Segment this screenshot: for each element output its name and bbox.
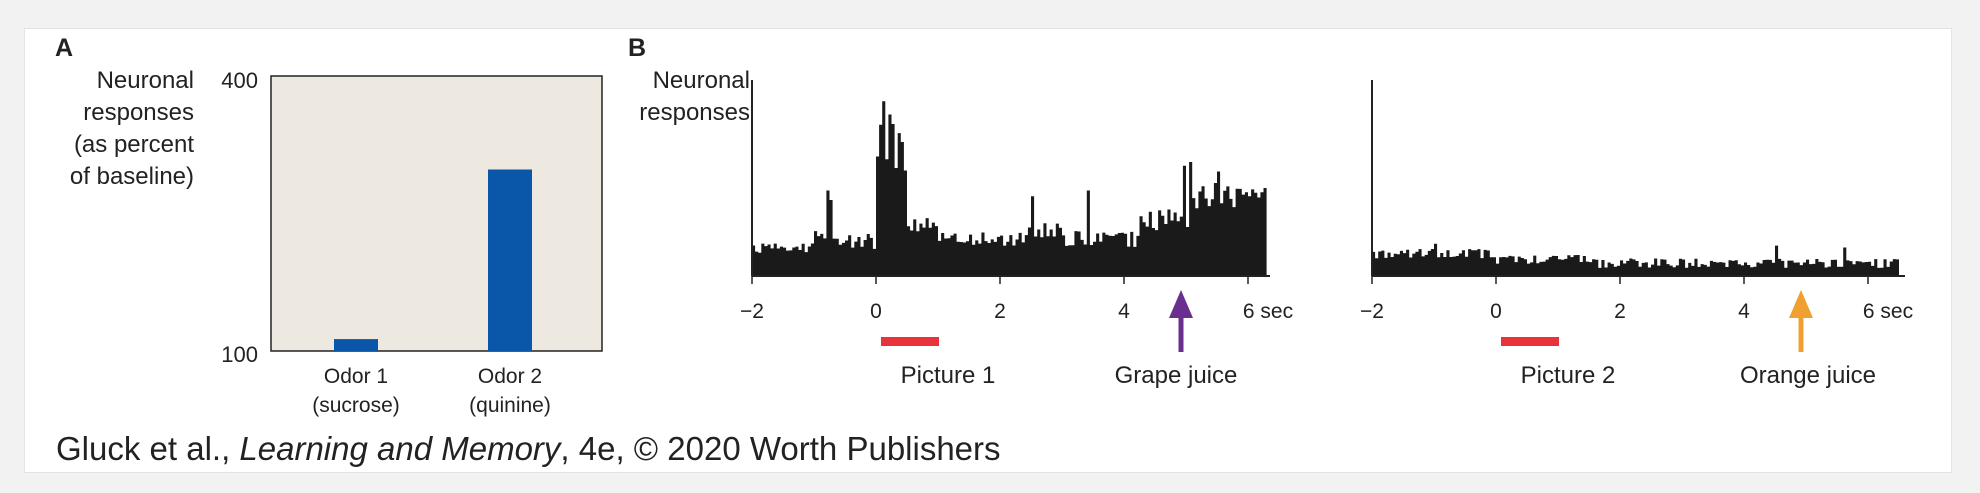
panel-a-ylabel-line: of baseline) [70, 163, 194, 190]
panel-b-ylabel-line: Neuronal [653, 67, 750, 94]
x-tick-label: 0 [1490, 300, 1502, 323]
panel-a-letter: A [55, 34, 73, 62]
x-label-odor1-sub: (sucrose) [312, 394, 400, 417]
panel-a-ylabel-line: (as percent [74, 131, 194, 158]
x-tick-label: 0 [870, 300, 882, 323]
x-tick-label: 4 [1118, 300, 1130, 323]
figure-caption: Gluck et al., Learning and Memory, 4e, ©… [56, 430, 1001, 468]
histogram-picture1 [751, 80, 1270, 352]
x-tick-label: 2 [994, 300, 1006, 323]
panel-a-ylabel-line: Neuronal [97, 67, 194, 94]
x-tick-label: 2 [1614, 300, 1626, 323]
caption-authors: Gluck et al., [56, 430, 240, 467]
juice-arrow-icon [1789, 290, 1813, 318]
bar-2 [488, 169, 532, 351]
x-tick-label: 4 [1738, 300, 1750, 323]
histogram-picture2 [1371, 80, 1905, 352]
figure-svg: A Neuronal responses (as percent of base… [55, 34, 1913, 417]
bar-1 [334, 339, 378, 351]
x-label-odor1: Odor 1 [324, 365, 388, 388]
x-label-odor2: Odor 2 [478, 365, 542, 388]
orange-juice-label: Orange juice [1740, 362, 1876, 389]
histogram-bars [752, 101, 1267, 276]
juice-arrow-icon [1169, 290, 1193, 318]
caption-book-title: Learning and Memory [239, 430, 561, 467]
x-tick-label: −2 [740, 300, 764, 323]
panel-b-ylabel-line: responses [639, 99, 750, 126]
y-tick-400: 400 [221, 68, 258, 93]
x-label-odor2-sub: (quinine) [469, 394, 551, 417]
grape-juice-label: Grape juice [1115, 362, 1238, 389]
picture-stimulus-bar [1501, 337, 1559, 346]
x-tick-label: 6 sec [1243, 300, 1293, 323]
panel-a-ylabel-line: responses [83, 99, 194, 126]
picture-stimulus-bar [881, 337, 939, 346]
y-tick-100: 100 [221, 342, 258, 367]
picture2-label: Picture 2 [1521, 362, 1616, 389]
caption-publisher: , 4e, © 2020 Worth Publishers [560, 430, 1001, 467]
picture1-label: Picture 1 [901, 362, 996, 389]
panel-b-letter: B [628, 34, 646, 62]
x-tick-label: −2 [1360, 300, 1384, 323]
bar-chart-frame [270, 75, 603, 352]
x-tick-label: 6 sec [1863, 300, 1913, 323]
histogram-bars [1372, 243, 1899, 276]
